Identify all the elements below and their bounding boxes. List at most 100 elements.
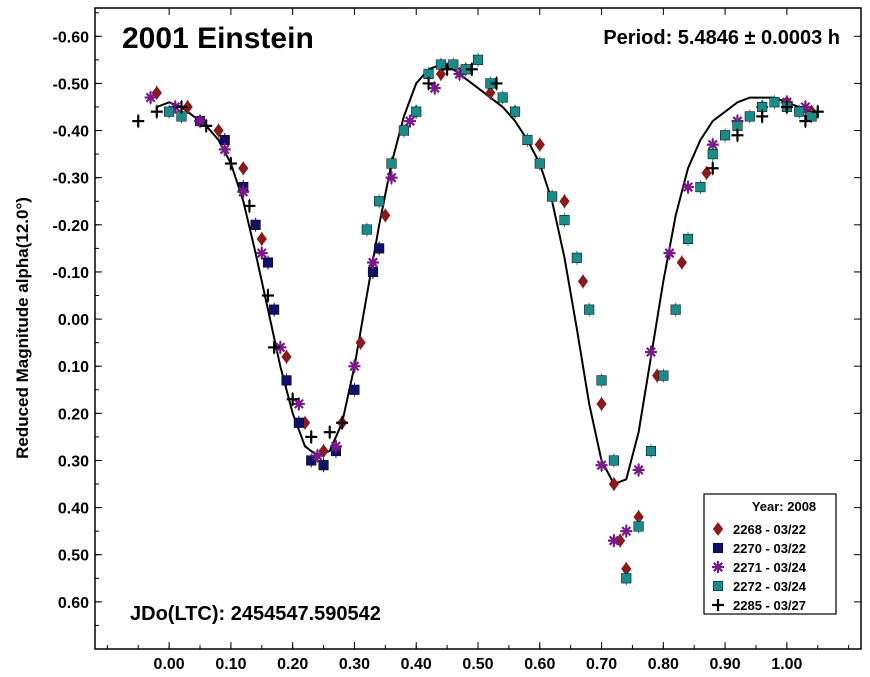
legend-title: Year: 2008 [752, 499, 816, 514]
data-point [682, 233, 694, 244]
data-point [355, 335, 366, 350]
data-point [238, 161, 249, 176]
data-point [571, 252, 582, 263]
data-point [780, 100, 793, 113]
data-point [349, 384, 360, 395]
y-tick-label: 0.50 [58, 548, 89, 565]
data-point [756, 110, 769, 123]
data-point [386, 158, 397, 169]
data-point [632, 463, 645, 476]
data-points [132, 52, 824, 586]
data-point [286, 393, 299, 406]
data-point [329, 440, 342, 453]
data-point [144, 91, 157, 104]
data-point [380, 208, 391, 223]
data-point [720, 130, 731, 141]
legend-marker [712, 542, 724, 554]
y-tick-label: 0.30 [58, 453, 89, 470]
data-point [676, 255, 687, 270]
data-point [164, 106, 175, 117]
legend-marker [712, 580, 724, 592]
data-point [175, 100, 188, 113]
data-point [262, 257, 274, 268]
data-point [663, 247, 676, 260]
legend-marker [712, 599, 724, 611]
data-point [510, 106, 521, 117]
legend-marker [712, 561, 724, 573]
data-point [361, 224, 372, 235]
data-point [435, 59, 446, 70]
y-tick-label: -0.10 [53, 265, 90, 282]
data-point [281, 375, 292, 386]
legend-label: 2268 - 03/22 [733, 522, 806, 537]
data-point [621, 573, 632, 584]
data-point [559, 215, 570, 226]
data-point [256, 232, 267, 246]
data-point [404, 115, 417, 128]
data-point [398, 125, 409, 136]
y-tick-label: 0.20 [58, 406, 89, 423]
data-point [336, 416, 349, 429]
y-tick-label: 0.40 [58, 501, 89, 518]
axis-ticks [95, 8, 861, 649]
data-point [255, 247, 268, 260]
data-point [323, 426, 336, 439]
legend-box [703, 493, 837, 615]
data-point [608, 477, 620, 491]
data-point [547, 191, 558, 202]
x-tick-label: 0.90 [710, 656, 741, 673]
data-point [577, 274, 589, 289]
data-point [243, 199, 256, 212]
data-point [485, 86, 496, 100]
data-point [411, 106, 422, 117]
data-point [799, 115, 812, 128]
data-point [261, 289, 274, 302]
data-point [151, 86, 162, 100]
data-point [607, 534, 620, 547]
data-point [348, 360, 361, 373]
data-point [150, 105, 163, 118]
data-point [448, 59, 459, 70]
data-point [695, 182, 706, 193]
data-point [428, 82, 441, 95]
data-point [318, 444, 329, 458]
data-point [213, 123, 224, 138]
data-point [497, 92, 508, 103]
data-point [366, 256, 379, 269]
legend-marker [712, 522, 724, 536]
legend-label: 2272 - 03/24 [733, 579, 807, 594]
data-point [806, 111, 817, 122]
x-tick-label: 0.60 [524, 656, 555, 673]
data-point [182, 100, 193, 114]
data-point [268, 341, 281, 354]
x-tick-label: 0.50 [462, 656, 493, 673]
data-point [706, 162, 719, 175]
y-tick-label: 0.00 [58, 312, 89, 329]
data-point [194, 115, 207, 128]
y-tick-label: -0.40 [53, 124, 90, 141]
data-point [435, 67, 447, 81]
data-point [218, 143, 231, 156]
data-point [658, 370, 669, 381]
data-point [682, 181, 695, 194]
x-tick-label: 1.00 [771, 656, 802, 673]
period-label: Period: 5.4846 ± 0.0003 h [603, 27, 840, 49]
data-point [645, 445, 657, 457]
y-tick-label: -0.30 [53, 171, 90, 188]
y-tick-label: 0.10 [58, 359, 89, 376]
data-point [311, 449, 324, 462]
data-point [237, 185, 250, 198]
data-point [701, 166, 712, 180]
data-point [293, 417, 304, 428]
data-point [608, 455, 619, 466]
data-point [490, 77, 503, 90]
data-point [472, 54, 484, 65]
data-point [534, 137, 545, 152]
data-point [224, 157, 237, 170]
data-point [769, 97, 780, 108]
y-tick-label: -0.60 [53, 29, 90, 46]
x-tick-label: 0.10 [215, 656, 246, 673]
x-tick-label: 0.30 [339, 656, 370, 673]
data-point [422, 77, 435, 90]
